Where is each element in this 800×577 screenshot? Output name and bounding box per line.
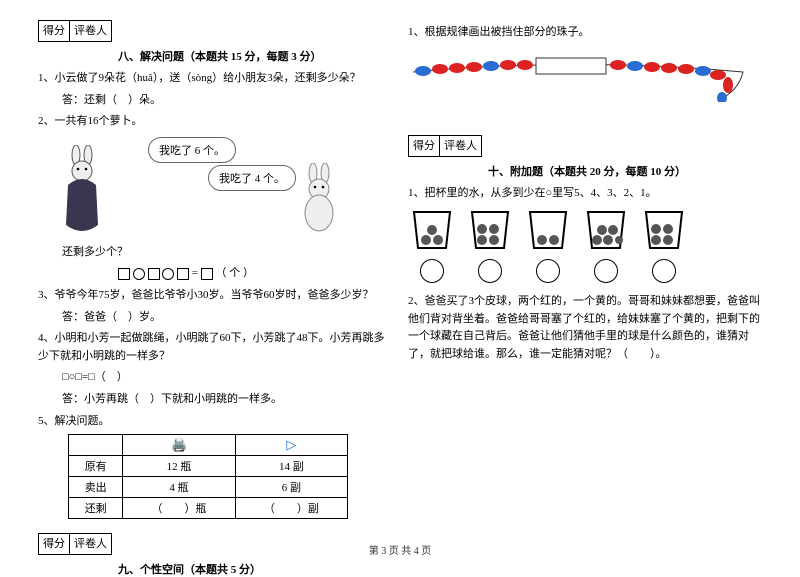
ink-icon: 🖨️	[171, 437, 187, 452]
q8-5-table: 🖨️▷ 原有12 瓶14 副 卖出4 瓶6 副 还剩（ ）瓶（ ）副	[68, 434, 348, 519]
bead-question: 1、根据规律画出被挡住部分的珠子。	[408, 24, 762, 42]
score-box-10: 得分 评卷人	[408, 135, 482, 157]
q10-1: 1、把杯里的水，从多到少在○里写5、4、3、2、1。	[408, 185, 762, 203]
q8-4-expr: □○□=□（ ）	[62, 369, 392, 387]
section-8-title: 八、解决问题（本题共 15 分，每题 3 分）	[118, 48, 392, 64]
cup-icon	[524, 208, 572, 256]
answer-circle[interactable]	[478, 259, 502, 283]
score-box-8: 得分 评卷人	[38, 20, 112, 42]
rabbit-left-icon	[58, 145, 113, 235]
table-row: 卖出	[69, 477, 123, 498]
score-label: 得分	[39, 21, 70, 41]
rabbit-right-icon	[293, 163, 348, 238]
speech-bubble-2: 我吃了 4 个。	[208, 165, 296, 191]
cup-icon	[466, 208, 514, 256]
q8-2-expr-tail: （ 个 ）	[215, 267, 254, 279]
q10-2: 2、爸爸买了3个皮球，两个红的，一个黄的。哥哥和妹妹都想要，爸爸叫他们背对背坐着…	[408, 293, 762, 363]
table-row: 原有	[69, 456, 123, 477]
q8-3-ans: 答：爸爸（ ）岁。	[62, 309, 392, 327]
table-row: 还剩	[69, 498, 123, 519]
answer-circle[interactable]	[594, 259, 618, 283]
answer-circle[interactable]	[652, 259, 676, 283]
section-10-title: 十、附加题（本题共 20 分，每题 10 分）	[488, 163, 762, 179]
cup-icon	[408, 208, 456, 256]
page-footer: 第 3 页 共 4 页	[0, 542, 800, 557]
beads-illustration	[408, 52, 748, 102]
cup-icon	[582, 208, 630, 256]
q8-1: 1、小云做了9朵花（huā），送（sòng）给小朋友3朵，还剩多少朵？	[38, 70, 392, 88]
flag-icon: ▷	[286, 437, 296, 452]
cup-icon	[640, 208, 688, 256]
q8-4-ans: 答：小芳再跳（ ）下就和小明跳的一样多。	[62, 391, 392, 409]
answer-circle[interactable]	[536, 259, 560, 283]
q8-1-ans: 答：还剩（ ）朵。	[62, 92, 392, 110]
speech-bubble-1: 我吃了 6 个。	[148, 137, 236, 163]
q8-5: 5、解决问题。	[38, 413, 392, 431]
q8-4: 4、小明和小芳一起做跳绳，小明跳了60下，小芳跳了48下。小芳再跳多少下就和小明…	[38, 330, 392, 365]
q8-2: 2、一共有16个萝卜。	[38, 113, 392, 131]
section-9-title: 九、个性空间（本题共 5 分）	[118, 561, 392, 577]
q8-3: 3、爷爷今年75岁，爸爸比爷爷小30岁。当爷爷60岁时，爸爸多少岁？	[38, 287, 392, 305]
q8-2-rem: 还剩多少个？	[62, 244, 392, 262]
cups-illustration	[408, 208, 762, 283]
rabbits-illustration: 我吃了 6 个。 我吃了 4 个。	[38, 135, 392, 240]
q8-2-expr: = （ 个 ）	[118, 265, 392, 283]
answer-circle[interactable]	[420, 259, 444, 283]
grader-label: 评卷人	[70, 21, 111, 41]
